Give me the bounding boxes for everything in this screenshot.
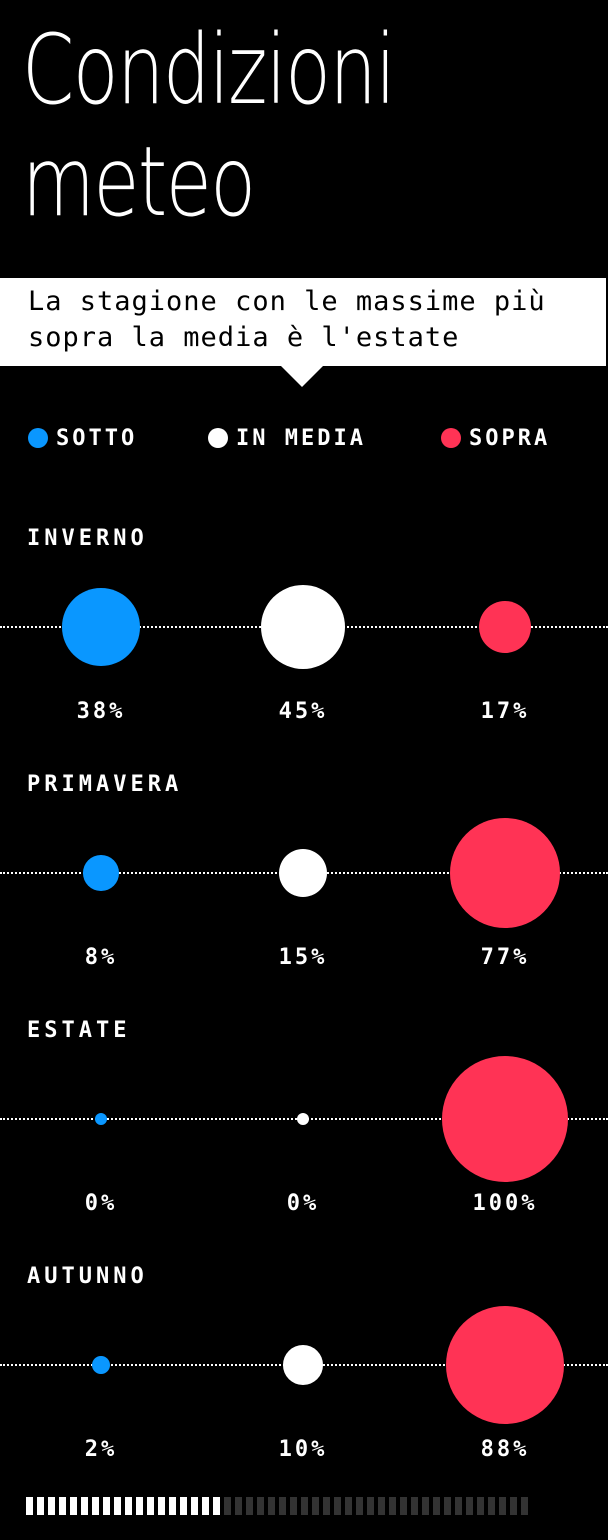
progress-segment bbox=[48, 1497, 55, 1515]
progress-segment bbox=[235, 1497, 242, 1515]
bubble-estate-in-media bbox=[297, 1113, 309, 1125]
progress-segment bbox=[356, 1497, 363, 1515]
progress-segment bbox=[268, 1497, 275, 1515]
legend-dot-in-media bbox=[208, 428, 228, 448]
bubble-autunno-in-media bbox=[283, 1345, 323, 1385]
bubble-inverno-in-media bbox=[260, 584, 346, 670]
progress-segment bbox=[257, 1497, 264, 1515]
page-title: Condizioni meteo bbox=[22, 14, 396, 238]
progress-segment bbox=[224, 1497, 231, 1515]
progress-segment bbox=[81, 1497, 88, 1515]
progress-segment bbox=[246, 1497, 253, 1515]
progress-segment bbox=[433, 1497, 440, 1515]
season-label-primavera: PRIMAVERA bbox=[27, 772, 183, 797]
progress-segment bbox=[59, 1497, 66, 1515]
progress-segment bbox=[191, 1497, 198, 1515]
bubble-inverno-sopra bbox=[479, 601, 531, 653]
progress-bar bbox=[26, 1497, 578, 1515]
progress-segment bbox=[147, 1497, 154, 1515]
season-label-inverno: INVERNO bbox=[27, 526, 148, 551]
progress-segment bbox=[158, 1497, 165, 1515]
progress-segment bbox=[422, 1497, 429, 1515]
progress-segment bbox=[213, 1497, 220, 1515]
progress-segment bbox=[488, 1497, 495, 1515]
progress-segment bbox=[103, 1497, 110, 1515]
progress-segment bbox=[499, 1497, 506, 1515]
bubble-primavera-sotto bbox=[83, 855, 119, 891]
pct-label-primavera-sotto: 8% bbox=[84, 945, 118, 970]
progress-segment bbox=[169, 1497, 176, 1515]
bubble-inverno-sotto bbox=[62, 588, 140, 666]
progress-segment bbox=[180, 1497, 187, 1515]
legend-dot-sotto bbox=[28, 428, 48, 448]
bubble-primavera-in-media bbox=[278, 848, 328, 898]
pct-label-autunno-sotto: 2% bbox=[84, 1437, 118, 1462]
progress-segment bbox=[114, 1497, 121, 1515]
title-line-2: meteo bbox=[22, 126, 256, 238]
progress-segment bbox=[389, 1497, 396, 1515]
progress-segment bbox=[136, 1497, 143, 1515]
pct-label-inverno-in-media: 45% bbox=[278, 699, 328, 724]
legend-label-in-media: IN MEDIA bbox=[236, 425, 366, 451]
legend-label-sopra: SOPRA bbox=[469, 425, 551, 451]
progress-segment bbox=[125, 1497, 132, 1515]
progress-segment bbox=[400, 1497, 407, 1515]
progress-segment bbox=[70, 1497, 77, 1515]
pct-label-primavera-sopra: 77% bbox=[480, 945, 530, 970]
progress-segment bbox=[323, 1497, 330, 1515]
title-line-1: Condizioni bbox=[22, 14, 396, 126]
pct-label-estate-sopra: 100% bbox=[472, 1191, 538, 1216]
progress-segment bbox=[26, 1497, 33, 1515]
pct-label-inverno-sopra: 17% bbox=[480, 699, 530, 724]
pct-label-autunno-sopra: 88% bbox=[480, 1437, 530, 1462]
pct-label-autunno-in-media: 10% bbox=[278, 1437, 328, 1462]
progress-segment bbox=[202, 1497, 209, 1515]
progress-segment bbox=[290, 1497, 297, 1515]
progress-segment bbox=[521, 1497, 528, 1515]
bubble-primavera-sopra bbox=[449, 817, 561, 929]
bubble-estate-sotto bbox=[95, 1113, 107, 1125]
pct-label-estate-in-media: 0% bbox=[286, 1191, 320, 1216]
legend-item-sotto: SOTTO bbox=[28, 425, 138, 451]
bubble-estate-sopra bbox=[442, 1056, 568, 1182]
pct-label-estate-sotto: 0% bbox=[84, 1191, 118, 1216]
bubble-autunno-sopra bbox=[445, 1305, 565, 1425]
season-label-estate: ESTATE bbox=[27, 1018, 131, 1043]
progress-segment bbox=[510, 1497, 517, 1515]
progress-segment bbox=[37, 1497, 44, 1515]
progress-segment bbox=[279, 1497, 286, 1515]
season-label-autunno: AUTUNNO bbox=[27, 1264, 148, 1289]
legend-label-sotto: SOTTO bbox=[56, 425, 138, 451]
legend-item-in-media: IN MEDIA bbox=[208, 425, 366, 451]
bubble-autunno-sotto bbox=[92, 1356, 110, 1374]
legend-dot-sopra bbox=[441, 428, 461, 448]
progress-segment bbox=[411, 1497, 418, 1515]
legend-item-sopra: SOPRA bbox=[441, 425, 551, 451]
pct-label-inverno-sotto: 38% bbox=[76, 699, 126, 724]
progress-segment bbox=[455, 1497, 462, 1515]
progress-segment bbox=[444, 1497, 451, 1515]
progress-segment bbox=[466, 1497, 473, 1515]
subtitle-pointer bbox=[280, 365, 324, 387]
pct-label-primavera-in-media: 15% bbox=[278, 945, 328, 970]
progress-segment bbox=[345, 1497, 352, 1515]
subtitle-box: La stagione con le massime più sopra la … bbox=[0, 278, 606, 366]
progress-segment bbox=[334, 1497, 341, 1515]
progress-segment bbox=[367, 1497, 374, 1515]
progress-segment bbox=[312, 1497, 319, 1515]
subtitle-text: La stagione con le massime più sopra la … bbox=[28, 286, 546, 353]
progress-segment bbox=[378, 1497, 385, 1515]
progress-segment bbox=[301, 1497, 308, 1515]
progress-segment bbox=[92, 1497, 99, 1515]
progress-segment bbox=[477, 1497, 484, 1515]
